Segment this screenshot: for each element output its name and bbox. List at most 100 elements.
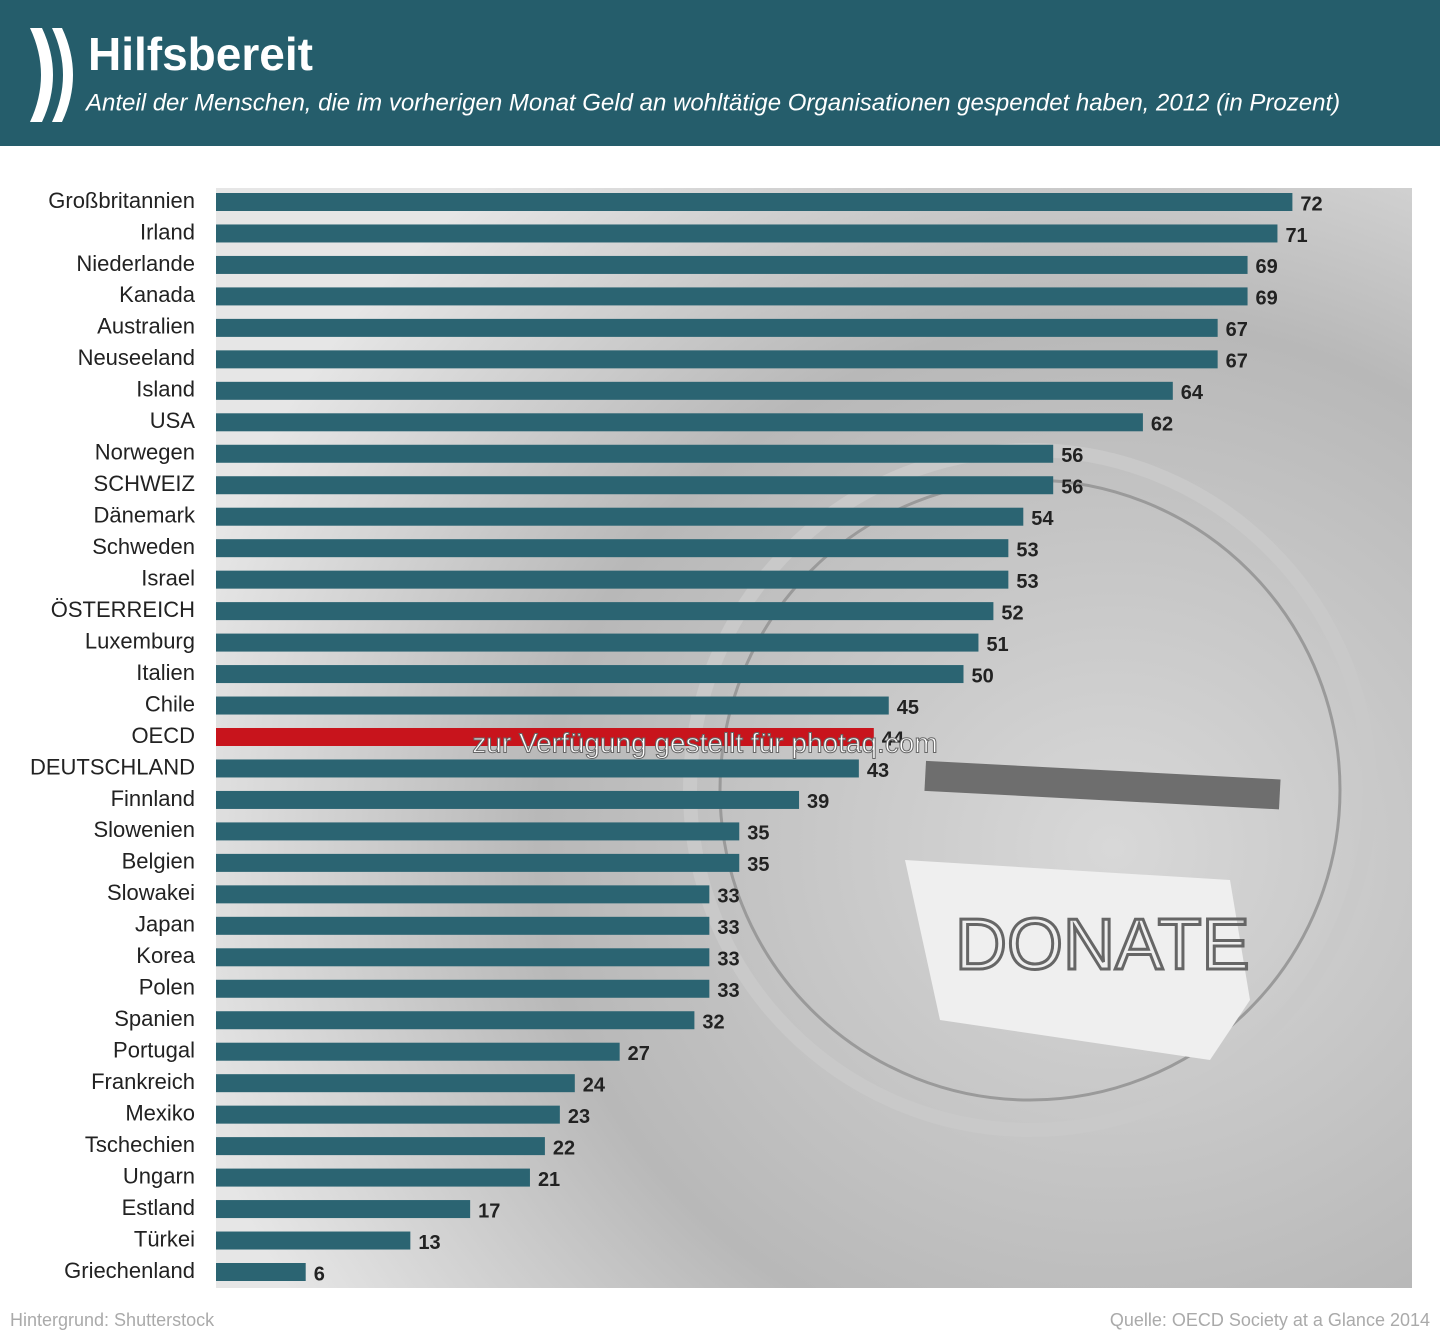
photo-text: DONATE: [955, 905, 1250, 985]
value-label: 44: [882, 728, 905, 750]
bar: [216, 1074, 575, 1093]
bar: [216, 413, 1143, 432]
value-label: 69: [1256, 256, 1278, 278]
value-label: 69: [1256, 288, 1278, 310]
category-label: Ungarn: [123, 1163, 195, 1188]
value-label: 50: [972, 665, 994, 687]
category-label: Slowenien: [93, 817, 195, 842]
bar: [216, 979, 710, 998]
value-label: 24: [583, 1074, 606, 1096]
value-label: 71: [1285, 225, 1307, 247]
value-label: 35: [747, 823, 769, 845]
bar: [216, 1200, 471, 1219]
footer-left: Hintergrund: Shutterstock: [10, 1310, 215, 1330]
value-label: 51: [986, 634, 1008, 656]
bar: [216, 1168, 530, 1187]
category-label: Chile: [145, 691, 195, 716]
bar: [216, 539, 1009, 558]
category-label: Luxemburg: [85, 628, 195, 653]
value-label: 22: [553, 1137, 575, 1159]
value-label: 45: [897, 697, 919, 719]
bar: [216, 759, 859, 778]
value-label: 23: [568, 1106, 590, 1128]
category-label: Estland: [122, 1195, 195, 1220]
bar: [216, 948, 710, 967]
category-label: Belgien: [122, 849, 195, 874]
value-label: 67: [1226, 351, 1248, 373]
category-label: Israel: [141, 565, 195, 590]
value-label: 32: [702, 1012, 724, 1034]
bar: [216, 728, 874, 746]
value-label: 62: [1151, 414, 1173, 436]
value-label: 56: [1061, 477, 1083, 499]
logo: [30, 28, 73, 122]
value-label: 33: [717, 917, 739, 939]
bar: [216, 885, 710, 904]
category-label: ÖSTERREICH: [51, 597, 195, 622]
bar: [216, 350, 1218, 369]
bar: [216, 570, 1009, 589]
value-label: 54: [1031, 508, 1054, 530]
category-label: Norwegen: [95, 440, 195, 465]
bar: [216, 1105, 560, 1124]
category-label: Griechenland: [64, 1258, 195, 1283]
watermark: zur Verfügung gestellt für photaq.com: [472, 727, 937, 758]
header: [0, 0, 1440, 146]
category-label: Australien: [97, 314, 195, 339]
category-label: Finnland: [111, 786, 195, 811]
value-label: 56: [1061, 445, 1083, 467]
bar: [216, 665, 964, 684]
category-label: Italien: [136, 660, 195, 685]
bar: [216, 696, 889, 715]
value-label: 17: [478, 1200, 500, 1222]
bar: [216, 224, 1278, 243]
bar: [216, 255, 1248, 274]
bar: [216, 853, 740, 872]
bar: [216, 1011, 695, 1030]
value-label: 72: [1300, 193, 1322, 215]
category-label: Spanien: [114, 1006, 195, 1031]
value-label: 6: [314, 1263, 325, 1285]
bar: [216, 507, 1024, 526]
bar: [216, 476, 1054, 495]
category-label: USA: [150, 408, 196, 433]
chart-subtitle: Anteil der Menschen, die im vorherigen M…: [84, 89, 1340, 116]
value-label: 33: [717, 886, 739, 908]
category-label: Portugal: [113, 1038, 195, 1063]
chart-title: Hilfsbereit: [88, 28, 313, 80]
category-label: Polen: [139, 975, 195, 1000]
photo-shapes: DONATE: [683, 443, 1377, 1137]
bar: [216, 790, 800, 809]
value-label: 53: [1016, 571, 1038, 593]
category-label: Japan: [135, 912, 195, 937]
category-label: Slowakei: [107, 880, 195, 905]
bar: [216, 287, 1248, 306]
category-label: Frankreich: [91, 1069, 195, 1094]
category-label: DEUTSCHLAND: [30, 754, 195, 779]
bar: [216, 822, 740, 841]
value-label: 53: [1016, 539, 1038, 561]
category-label: Schweden: [92, 534, 195, 559]
bar: [216, 916, 710, 935]
category-label: SCHWEIZ: [94, 471, 195, 496]
value-label: 64: [1181, 382, 1204, 404]
value-label: 13: [418, 1232, 440, 1254]
value-label: 21: [538, 1169, 560, 1191]
category-label: Niederlande: [76, 251, 195, 276]
bar: [216, 602, 994, 621]
footer-right: Quelle: OECD Society at a Glance 2014: [1110, 1310, 1430, 1330]
value-label: 67: [1226, 319, 1248, 341]
value-label: 33: [717, 949, 739, 971]
bar: [216, 381, 1173, 400]
category-label: Tschechien: [85, 1132, 195, 1157]
bar: [216, 318, 1218, 337]
bar: [216, 193, 1293, 211]
category-label: Neuseeland: [78, 345, 195, 370]
category-label: Kanada: [119, 282, 196, 307]
bar: [216, 444, 1054, 463]
category-label: Großbritannien: [48, 188, 195, 213]
category-label: Korea: [136, 943, 195, 968]
bar: [216, 633, 979, 652]
value-label: 33: [717, 980, 739, 1002]
